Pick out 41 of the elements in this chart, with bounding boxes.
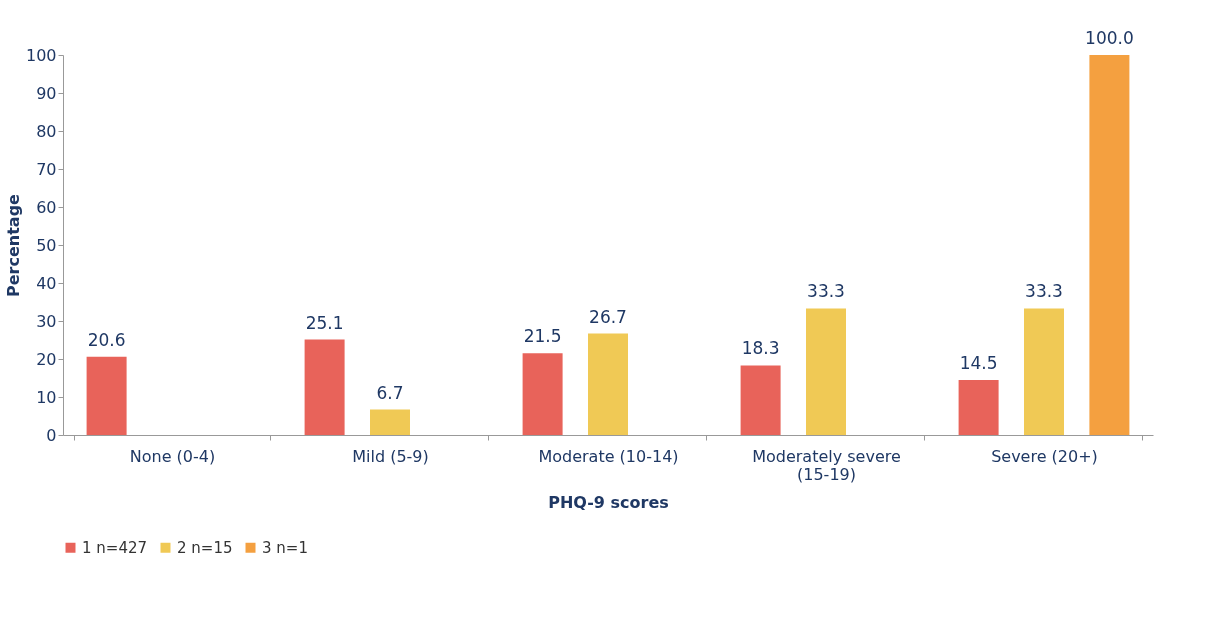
y-tick-label: 50 <box>36 235 57 255</box>
legend-label: 2 n=15 <box>177 538 233 557</box>
data-label: 33.3 <box>807 281 845 302</box>
legend-label: 1 n=427 <box>82 538 148 557</box>
data-label: 18.3 <box>741 338 780 359</box>
bar <box>1024 308 1064 435</box>
data-label: 14.5 <box>959 352 998 373</box>
y-tick-label: 100 <box>25 45 57 65</box>
bar <box>86 356 127 435</box>
x-tick-label: Moderately severe (15-19) <box>752 446 901 484</box>
data-label: 21.5 <box>523 326 562 347</box>
bar <box>588 333 628 435</box>
data-label: 25.1 <box>305 312 344 333</box>
y-tick-label: 90 <box>36 83 57 103</box>
y-tick-label: 70 <box>36 159 57 179</box>
legend-label: 3 n=1 <box>262 538 308 557</box>
y-tick-label: 60 <box>36 197 57 217</box>
bar <box>370 409 410 435</box>
y-tick-label: 20 <box>36 349 57 369</box>
x-tick-label: Mild (5-9) <box>352 446 429 466</box>
y-axis-title: Percentage <box>3 193 23 297</box>
x-axis-title: PHQ-9 scores <box>548 492 669 512</box>
bar <box>740 365 781 435</box>
bar <box>958 379 999 435</box>
x-tick-label: None (0-4) <box>129 446 216 466</box>
data-label: 33.3 <box>1025 281 1063 302</box>
y-tick-label: 0 <box>46 425 57 445</box>
y-tick-label: 30 <box>36 311 57 331</box>
bar <box>806 308 846 435</box>
x-tick-label: Severe (20+) <box>991 446 1098 466</box>
y-tick-label: 40 <box>36 273 57 293</box>
bar <box>304 339 345 435</box>
bar <box>1089 55 1130 435</box>
y-tick-label: 10 <box>36 387 57 407</box>
data-label: 100.0 <box>1085 28 1134 48</box>
data-label: 6.7 <box>376 382 404 403</box>
y-tick-label: 80 <box>36 121 57 141</box>
data-label: 20.6 <box>87 329 126 350</box>
data-label: 26.7 <box>589 306 627 327</box>
x-tick-label: Moderate (10-14) <box>538 446 679 466</box>
bar <box>522 353 563 435</box>
